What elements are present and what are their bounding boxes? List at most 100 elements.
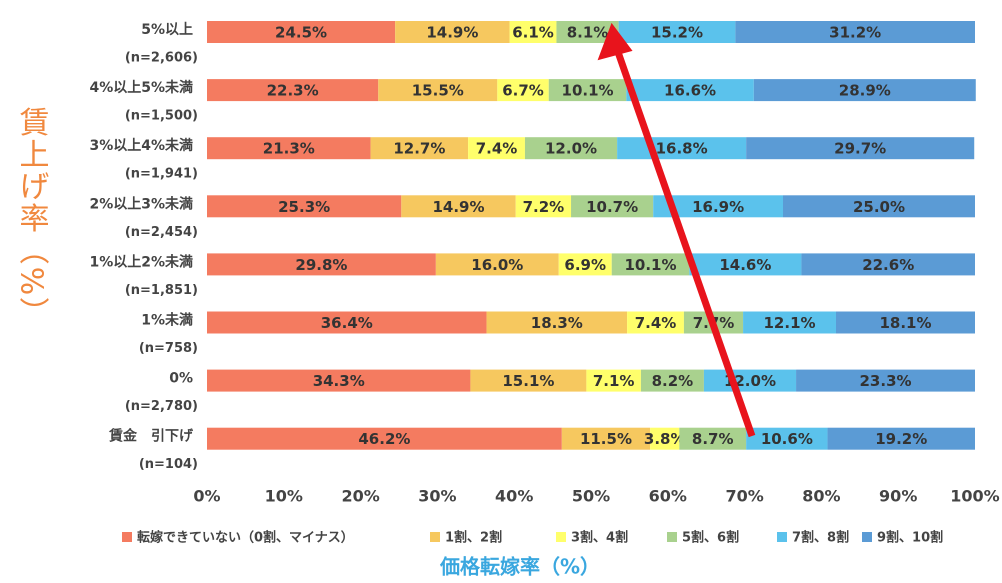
bar-segment — [571, 195, 654, 218]
bar-segment — [801, 253, 975, 276]
bar-segment — [207, 195, 402, 218]
legend-label: 5割、6割 — [682, 530, 739, 546]
data-label: 7.2% — [523, 198, 565, 216]
sample-size-label: (n=104) — [139, 457, 198, 472]
bar-segment — [556, 21, 619, 43]
bar-segment — [509, 21, 557, 43]
bar-segment — [835, 311, 975, 334]
data-label: 18.3% — [531, 314, 583, 332]
data-label: 8.7% — [692, 430, 734, 448]
data-label: 29.7% — [834, 140, 886, 158]
bar-segment — [435, 253, 559, 276]
data-label: 34.3% — [313, 372, 365, 390]
bar-segment — [743, 311, 836, 334]
bar-segment — [207, 369, 471, 392]
x-axis-title: 価格転嫁率（%） — [439, 555, 600, 579]
annotation-arrow — [597, 22, 756, 438]
data-label: 18.1% — [879, 314, 931, 332]
bar-segment — [626, 79, 754, 102]
category-label: 1%以上2%未満 — [89, 253, 193, 270]
legend-swatch — [122, 532, 132, 542]
x-tick-label: 100% — [950, 487, 999, 506]
x-tick-label: 50% — [572, 487, 610, 506]
data-label: 7.4% — [476, 140, 518, 158]
data-label: 14.9% — [432, 198, 484, 216]
data-label: 16.9% — [692, 198, 744, 216]
sample-size-label: (n=758) — [139, 341, 198, 356]
data-label: 22.3% — [267, 82, 319, 100]
bar-segment — [783, 195, 975, 218]
bar-segment — [735, 21, 975, 43]
bar-segment — [586, 369, 641, 392]
data-label: 10.7% — [586, 198, 638, 216]
x-tick-label: 70% — [725, 487, 763, 506]
data-label: 15.1% — [502, 372, 554, 390]
legend-label: 転嫁できていない（0割、マイナス） — [137, 530, 354, 546]
bar-segment — [470, 369, 587, 392]
data-label: 25.0% — [853, 198, 905, 216]
data-label: 7.1% — [593, 372, 635, 390]
data-label: 6.9% — [564, 256, 606, 274]
bar-segment — [679, 427, 747, 450]
x-tick-label: 0% — [193, 487, 220, 506]
bar-segment — [827, 427, 975, 450]
bar-segment — [746, 427, 828, 450]
bar-segment — [653, 195, 783, 218]
legend-label: 3割、4割 — [571, 530, 628, 546]
sample-size-label: (n=2,780) — [125, 399, 198, 414]
bar-segment — [524, 137, 618, 160]
legend-swatch — [667, 532, 677, 542]
data-label: 12.1% — [764, 314, 816, 332]
sample-size-label: (n=1,851) — [125, 283, 198, 298]
legend-label: 9割、10割 — [877, 530, 943, 546]
bar-segment — [207, 21, 396, 43]
data-label: 15.5% — [412, 82, 464, 100]
plot-area: 5%以上 (n=2,606) 24.5% 14.9% 6.1% 8.1% 15.2% 31.2… — [89, 21, 1000, 546]
data-label: 14.6% — [719, 256, 771, 274]
data-label: 11.5% — [580, 430, 632, 448]
data-label: 8.2% — [652, 372, 694, 390]
data-label: 29.8% — [295, 256, 347, 274]
data-label: 6.1% — [512, 24, 554, 42]
data-label: 7.4% — [635, 314, 677, 332]
data-label: 21.3% — [263, 140, 315, 158]
x-tick-label: 60% — [649, 487, 687, 506]
data-label: 10.1% — [624, 256, 676, 274]
bar-segment — [796, 369, 975, 392]
bar-segment — [207, 427, 562, 450]
bar-segment — [486, 311, 628, 334]
bar-segment — [207, 253, 436, 276]
bar-segment — [627, 311, 684, 334]
legend-label: 1割、2割 — [445, 530, 502, 546]
x-tick-label: 30% — [418, 487, 456, 506]
data-label: 8.1% — [567, 24, 609, 42]
category-label: 4%以上5%未満 — [89, 79, 193, 96]
arrow-head — [597, 22, 633, 61]
bar-segment — [611, 253, 690, 276]
sample-size-label: (n=1,500) — [125, 109, 198, 124]
category-label: 0% — [169, 371, 193, 387]
bar-segment — [515, 195, 572, 218]
data-label: 25.3% — [278, 198, 330, 216]
bar-segment — [207, 79, 379, 102]
bar-segment — [753, 79, 976, 102]
bar-segment — [370, 137, 469, 160]
data-label: 10.1% — [562, 82, 614, 100]
data-label: 3.8% — [644, 430, 686, 448]
x-tick-label: 10% — [265, 487, 303, 506]
data-label: 16.6% — [664, 82, 716, 100]
data-label: 16.0% — [471, 256, 523, 274]
category-label: 5%以上 — [141, 22, 193, 38]
data-label: 24.5% — [275, 24, 327, 42]
bar-segment — [558, 253, 612, 276]
category-label: 3%以上4%未満 — [89, 137, 193, 154]
bar-segment — [561, 427, 651, 450]
data-label: 19.2% — [875, 430, 927, 448]
data-label: 14.9% — [426, 24, 478, 42]
bar-segment — [703, 369, 797, 392]
bar-segment — [207, 137, 371, 160]
data-label: 31.2% — [829, 24, 881, 42]
bar-segment — [378, 79, 498, 102]
bar-segment — [548, 79, 627, 102]
